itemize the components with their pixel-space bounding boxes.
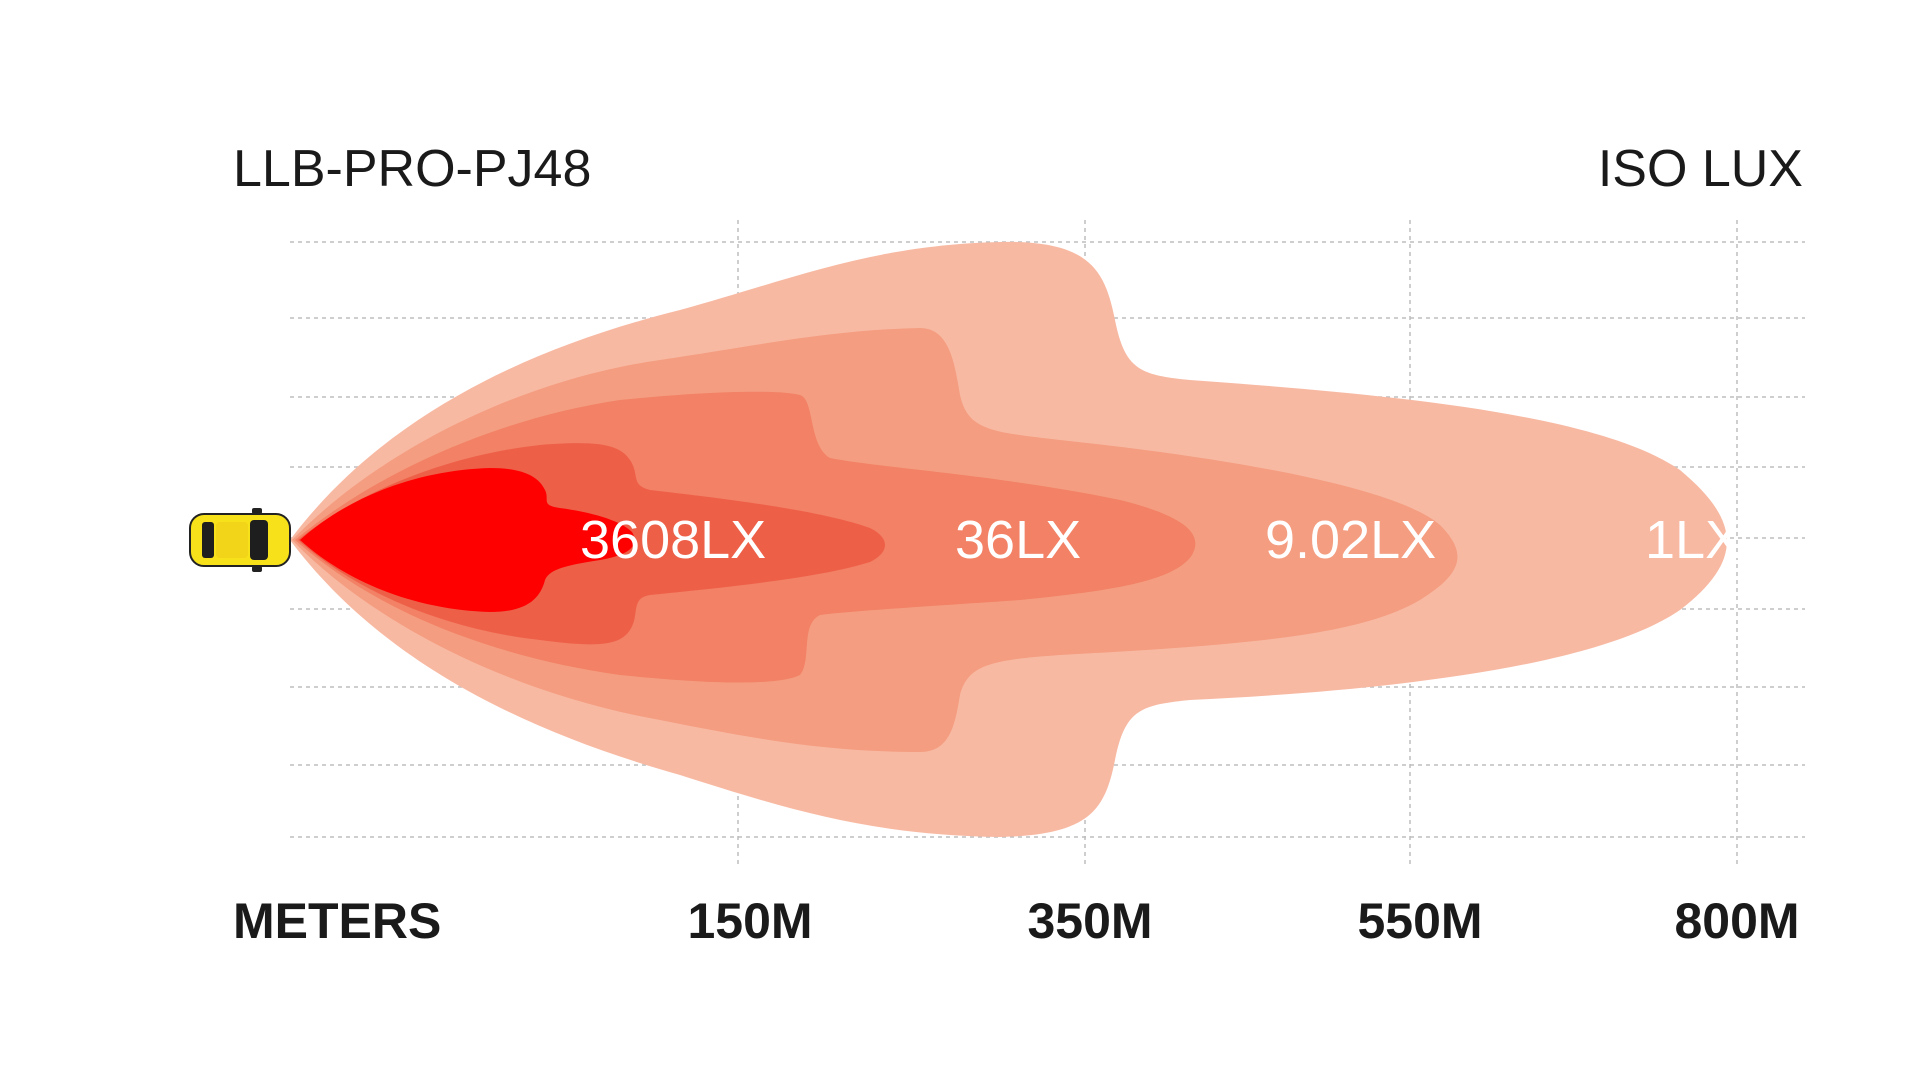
car-mirror-top: [252, 508, 262, 514]
zone-label-36lx: 36LX: [955, 510, 1081, 570]
car-roof: [216, 522, 248, 558]
car-top-view-icon: [189, 508, 291, 572]
car-rear-window: [202, 522, 214, 558]
axis-tick-550m: 550M: [1357, 893, 1482, 949]
zone-label-9lx: 9.02LX: [1265, 510, 1436, 570]
model-title: LLB-PRO-PJ48: [233, 140, 591, 198]
zone-label-1lx: 1LX: [1645, 510, 1741, 570]
axis-tick-150m: 150M: [687, 893, 812, 949]
axis-tick-800m: 800M: [1674, 893, 1799, 949]
car-mirror-bottom: [252, 566, 262, 572]
beam-pattern: [290, 241, 1727, 837]
unit-title: ISO LUX: [1598, 140, 1803, 198]
zone-label-3608lx: 3608LX: [580, 510, 766, 570]
axis-label: METERS: [233, 893, 441, 949]
zone-labels: 3608LX 36LX 9.02LX 1LX: [580, 510, 1741, 570]
beam-zone-3608lx: [300, 468, 635, 612]
car-windshield: [250, 520, 268, 560]
axis-tick-350m: 350M: [1027, 893, 1152, 949]
